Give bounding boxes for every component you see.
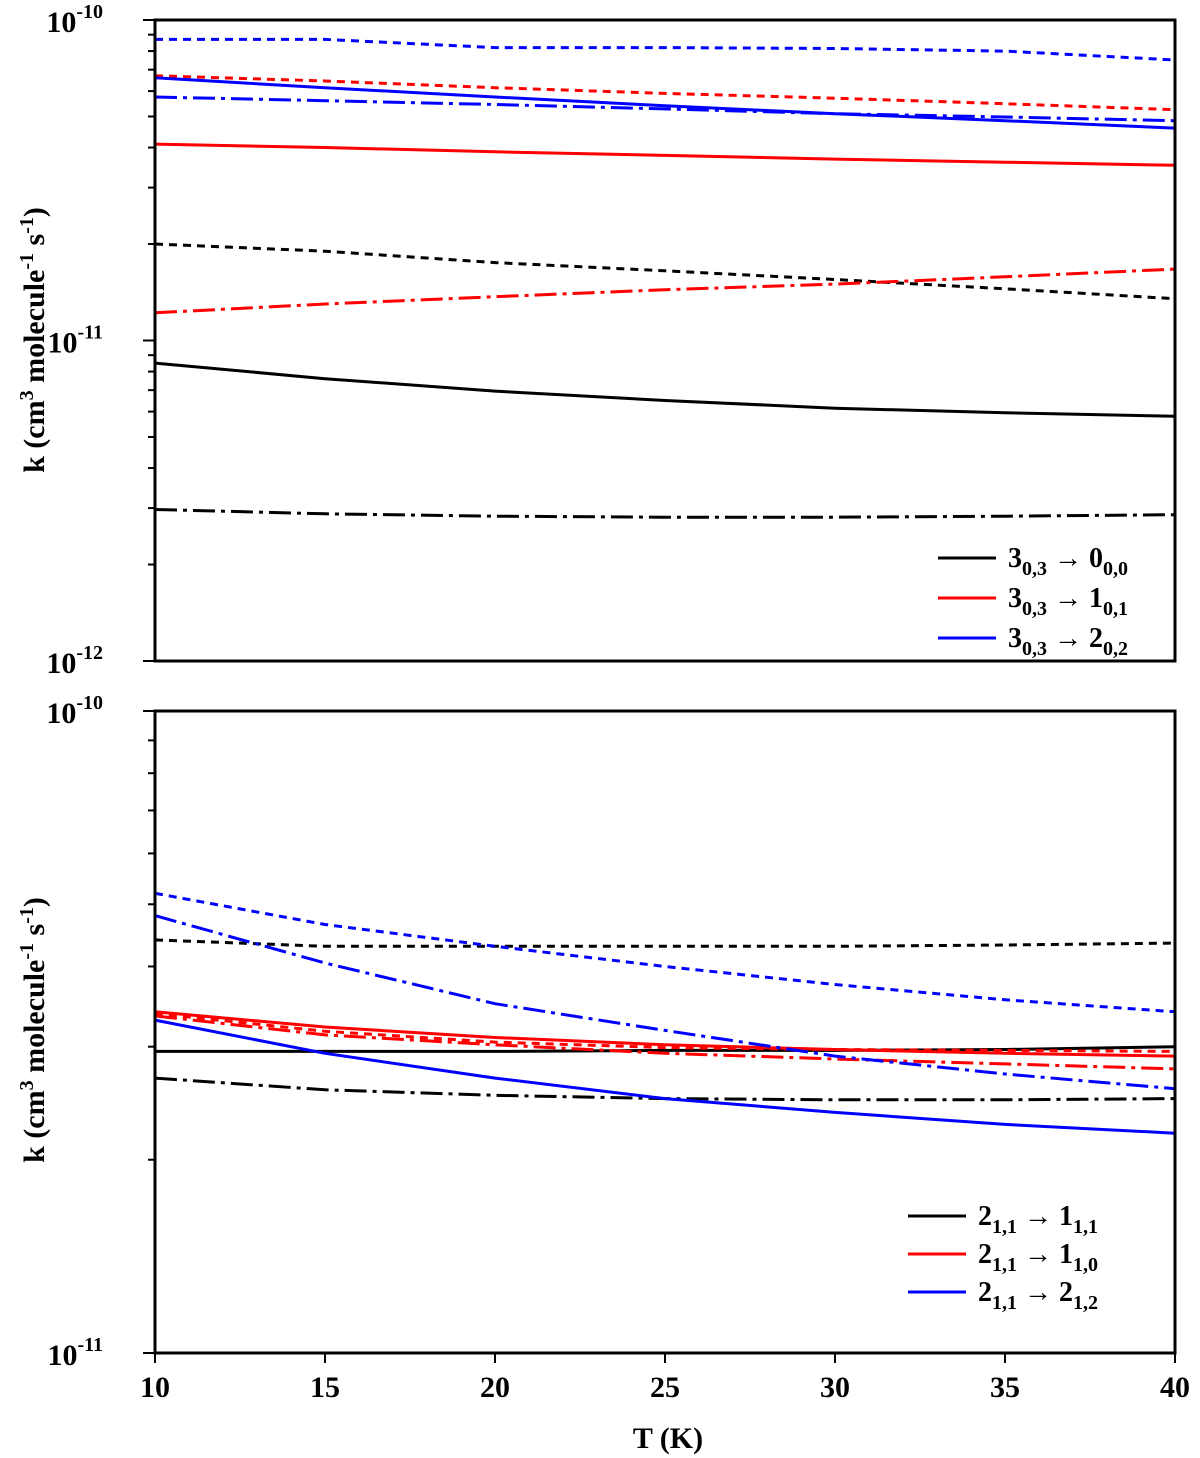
top-series-group	[154, 37, 1176, 519]
top-y-axis-title: k (cm3 molecule-1 s-1)	[16, 207, 51, 473]
bottom-series-line	[154, 1010, 1176, 1058]
top-y-tick-label: 10-12	[46, 642, 103, 680]
top-legend: 30,3 → 00,030,3 → 10,130,3 → 20,2	[938, 543, 1128, 660]
top-y-ticks	[143, 19, 155, 662]
bottom-legend-label: 21,1 → 11,0	[978, 1239, 1098, 1276]
top-legend-label: 30,3 → 20,2	[1008, 623, 1128, 660]
bottom-x-ticks: 10 15 20 25 30 35 40	[140, 1353, 1190, 1404]
bottom-y-tick-label: 10-11	[47, 1334, 103, 1372]
bottom-series-group	[154, 891, 1176, 1135]
top-y-tick-label: 10-10	[46, 1, 103, 39]
bottom-legend-label: 21,1 → 11,1	[978, 1201, 1098, 1238]
top-series-line	[154, 508, 1176, 519]
x-tick-label: 15	[310, 1371, 340, 1404]
bottom-series-line	[154, 891, 1176, 1014]
top-series-line	[154, 242, 1176, 301]
top-y-tick-labels: 10-10 10-11 10-12	[46, 1, 103, 680]
top-y-tick-label: 10-11	[47, 322, 103, 360]
top-series-line	[154, 361, 1176, 418]
x-tick-label: 35	[990, 1371, 1020, 1404]
bottom-y-tick-labels: 10-10 10-11	[46, 692, 103, 1372]
bottom-series-line	[155, 1045, 1176, 1053]
top-series-line	[154, 74, 1176, 112]
top-series-line	[154, 76, 1176, 130]
bottom-legend-label: 21,1 → 21,2	[978, 1277, 1098, 1314]
x-tick-label: 20	[480, 1371, 510, 1404]
bottom-panel: 10-10 10-11 10 15 20 25 30 35 40 k (cm3 molecul…	[16, 692, 1190, 1455]
top-plot-frame	[153, 18, 1177, 663]
top-series-line	[155, 37, 1176, 62]
top-panel: 10-10 10-11 10-12 k (cm3 molecule-1 s-1) 3…	[16, 1, 1177, 680]
bottom-y-axis-title: k (cm3 molecule-1 s-1)	[16, 897, 51, 1163]
bottom-legend: 21,1 → 11,121,1 → 11,021,1 → 21,2	[908, 1201, 1098, 1314]
x-tick-label: 30	[820, 1371, 850, 1404]
bottom-series-line	[154, 1014, 1176, 1071]
x-axis-title: T (K)	[633, 1422, 703, 1455]
x-tick-label: 25	[650, 1371, 680, 1404]
bottom-series-line	[154, 1076, 1176, 1102]
x-tick-label: 40	[1160, 1371, 1190, 1404]
top-legend-label: 30,3 → 00,0	[1008, 543, 1128, 580]
x-tick-label: 10	[140, 1371, 170, 1404]
bottom-y-tick-label: 10-10	[46, 692, 103, 730]
top-series-line	[154, 142, 1176, 167]
bottom-series-line	[154, 1011, 1176, 1053]
bottom-series-line	[154, 938, 1176, 948]
bottom-series-line	[154, 1018, 1176, 1135]
top-series-line	[154, 267, 1176, 315]
bottom-y-ticks	[143, 710, 155, 1354]
top-legend-label: 30,3 → 10,1	[1008, 583, 1128, 620]
bottom-series-line	[154, 914, 1176, 1091]
top-series-line	[154, 95, 1176, 123]
